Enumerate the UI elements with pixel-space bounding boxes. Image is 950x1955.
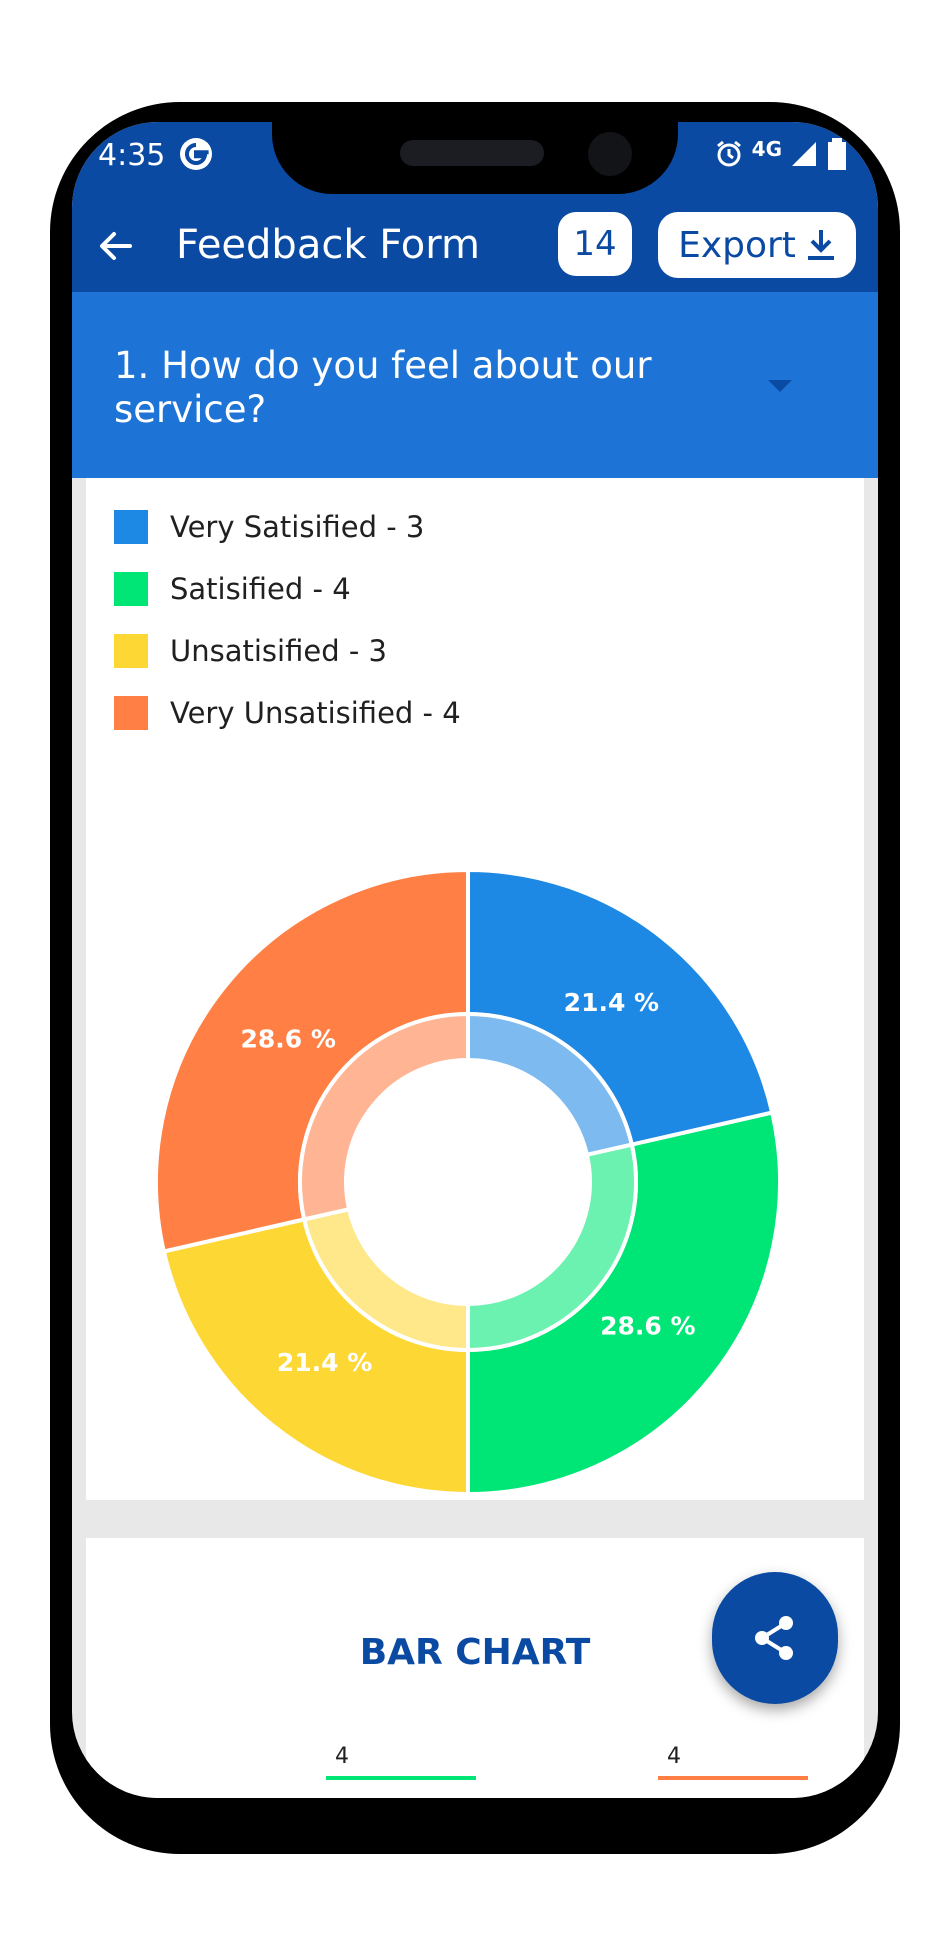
share-icon — [755, 1616, 793, 1660]
question-header[interactable]: 1. How do you feel about our service? — [72, 292, 878, 478]
page-title: Feedback Form — [176, 222, 480, 268]
legend-swatch — [114, 696, 148, 730]
download-icon — [807, 230, 834, 260]
pie-chart-card: Very Satisified - 3 Satisified - 4 Unsatis… — [86, 478, 864, 1500]
back-arrow-icon[interactable] — [94, 224, 138, 268]
status-time: 4:35 — [98, 138, 166, 173]
legend-swatch — [114, 510, 148, 544]
legend-item: Very Unsatisified - 4 — [114, 682, 461, 744]
legend-label: Very Satisified - 3 — [170, 510, 425, 544]
legend-label: Very Unsatisified - 4 — [170, 696, 461, 730]
bar-top-edge — [326, 1776, 476, 1780]
alarm-icon — [716, 140, 741, 167]
slice-percent-label: 21.4 % — [564, 988, 659, 1017]
bar-value-label: 4 — [667, 1744, 681, 1769]
legend-item: Very Satisified - 3 — [114, 496, 461, 558]
export-label: Export — [678, 224, 796, 266]
legend-item: Unsatisified - 3 — [114, 620, 461, 682]
slice-percent-label: 28.6 % — [240, 1025, 335, 1054]
status-icons: 4G — [714, 137, 848, 170]
donut-chart: 21.4 % 28.6 % 21.4 % 28.6 % — [154, 867, 782, 1497]
legend-swatch — [114, 572, 148, 606]
app-screen: 4:35 4G Feed — [72, 122, 878, 1798]
network-type: 4G — [751, 137, 782, 161]
legend-label: Unsatisified - 3 — [170, 634, 387, 668]
status-bar: 4:35 4G — [72, 122, 878, 200]
camera-notch — [272, 122, 678, 194]
signal-icon — [792, 142, 816, 166]
question-text: 1. How do you feel about our service? — [114, 344, 652, 431]
export-button[interactable]: Export — [658, 212, 856, 278]
app-bar: Feedback Form 14 Export — [72, 200, 878, 292]
battery-icon — [828, 138, 846, 170]
bar-chart-title: BAR CHART — [359, 1632, 591, 1673]
chart-legend: Very Satisified - 3 Satisified - 4 Unsatis… — [114, 496, 461, 744]
bar-top-edge — [658, 1776, 808, 1780]
dropdown-caret-icon[interactable] — [768, 380, 792, 392]
donut-hole — [348, 1062, 588, 1302]
legend-label: Satisified - 4 — [170, 572, 351, 606]
front-camera — [588, 132, 632, 176]
response-count-badge: 14 — [558, 212, 632, 276]
speaker-grille — [400, 140, 544, 166]
donut-slice-inner — [298, 1011, 470, 1222]
bar-value-label: 4 — [335, 1744, 349, 1769]
legend-swatch — [114, 634, 148, 668]
google-icon — [180, 138, 212, 170]
share-button[interactable] — [712, 1572, 838, 1704]
slice-percent-label: 28.6 % — [600, 1311, 695, 1340]
slice-percent-label: 21.4 % — [277, 1348, 372, 1377]
legend-item: Satisified - 4 — [114, 558, 461, 620]
